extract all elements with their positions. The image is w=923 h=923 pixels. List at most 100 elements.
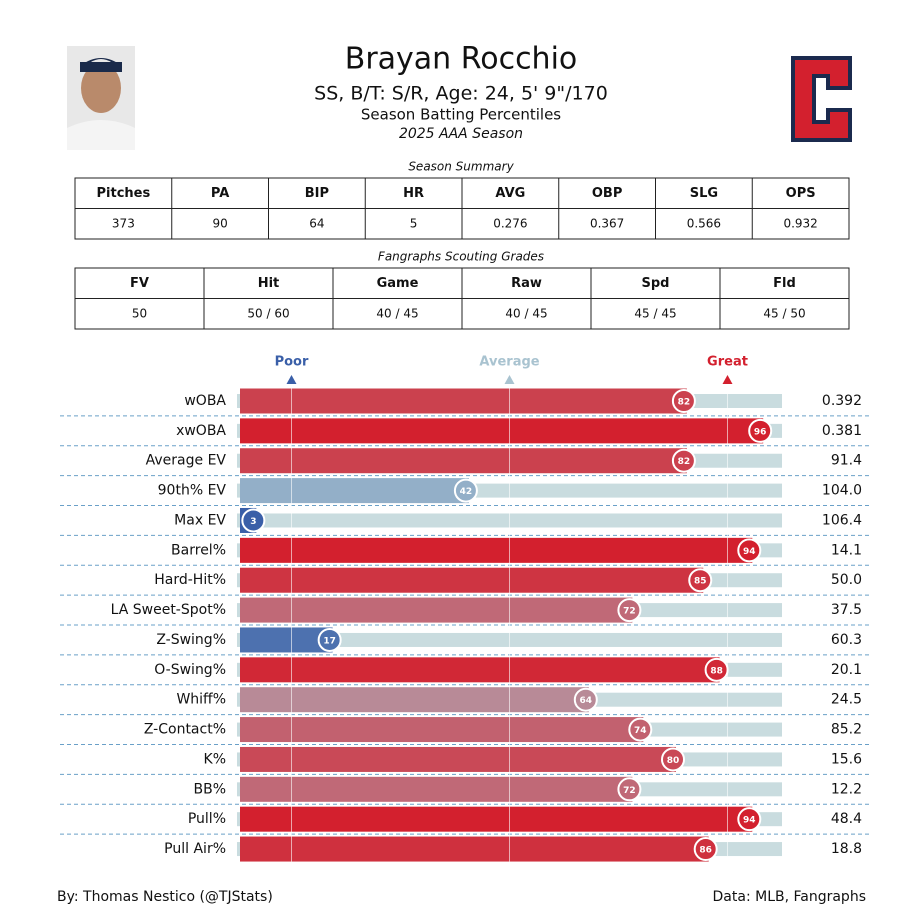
table-cell: 40 / 45 xyxy=(376,306,418,320)
percentile-label: 94 xyxy=(743,547,756,557)
bar xyxy=(240,448,687,474)
table-header: Fld xyxy=(773,276,796,291)
percentile-label: 72 xyxy=(623,786,636,796)
y-label: Whiff% xyxy=(176,692,226,708)
stat-value: 106.4 xyxy=(822,512,862,528)
stat-value: 48.4 xyxy=(831,811,862,827)
y-label: Z-Contact% xyxy=(144,722,226,738)
player-name: Brayan Rocchio xyxy=(345,42,578,77)
percentile-dot xyxy=(737,538,762,563)
table-cell: 45 / 45 xyxy=(634,306,676,320)
bar xyxy=(240,567,704,593)
table-cell: 0.932 xyxy=(783,216,817,230)
table-header: PA xyxy=(211,186,229,201)
percentile-dot xyxy=(737,807,762,832)
table-cell: 0.276 xyxy=(493,216,527,230)
percentile-label: 85 xyxy=(694,577,707,587)
percentile-dot xyxy=(628,717,653,742)
percentile-label: 3 xyxy=(250,517,256,527)
table-header: BIP xyxy=(305,186,329,201)
percentile-label: 96 xyxy=(754,427,767,437)
percentile-dot xyxy=(241,508,266,533)
percentile-label: 94 xyxy=(743,816,756,826)
stat-value: 14.1 xyxy=(831,542,862,558)
table-header: SLG xyxy=(690,186,718,201)
stat-value: 0.392 xyxy=(822,393,862,409)
marker-arrow xyxy=(722,375,733,384)
bar xyxy=(240,627,333,653)
bar xyxy=(240,388,687,414)
table-header: FV xyxy=(130,276,149,291)
table-cell: 90 xyxy=(212,216,227,230)
chart-title: Season Batting Percentiles xyxy=(361,106,561,124)
table-header: Pitches xyxy=(97,186,151,201)
bar xyxy=(240,537,753,563)
table-header: Raw xyxy=(511,276,542,291)
stat-value: 24.5 xyxy=(831,692,862,708)
y-label: xwOBA xyxy=(176,423,226,439)
percentile-label: 42 xyxy=(460,487,473,497)
bar xyxy=(240,418,764,444)
table-title: Fangraphs Scouting Grades xyxy=(378,250,544,264)
y-label: 90th% EV xyxy=(158,483,227,499)
bar xyxy=(240,776,633,802)
marker-label: Great xyxy=(707,355,748,370)
y-label: wOBA xyxy=(184,393,226,409)
table-header: Hit xyxy=(258,276,280,291)
bar xyxy=(240,687,589,713)
table-cell: 0.566 xyxy=(687,216,721,230)
bar xyxy=(240,746,676,772)
table-cell: 373 xyxy=(112,216,135,230)
y-label: Average EV xyxy=(146,453,227,469)
percentile-label: 64 xyxy=(580,696,593,706)
player-photo xyxy=(67,46,135,150)
stat-value: 50.0 xyxy=(831,572,862,588)
stat-value: 0.381 xyxy=(822,423,862,439)
bar xyxy=(240,657,720,683)
percentile-dot xyxy=(617,777,642,802)
table-cell: 40 / 45 xyxy=(505,306,547,320)
percentile-dot xyxy=(317,627,342,652)
y-label: O-Swing% xyxy=(154,662,226,678)
credit: By: Thomas Nestico (@TJStats) xyxy=(57,889,273,905)
table-cell: 0.367 xyxy=(590,216,624,230)
bar xyxy=(240,806,753,832)
percentile-dot xyxy=(573,687,598,712)
stat-value: 91.4 xyxy=(831,453,862,469)
percentile-dot xyxy=(671,389,696,413)
percentile-label: 82 xyxy=(678,457,691,467)
percentile-label: 74 xyxy=(634,726,647,736)
table-header: Spd xyxy=(642,276,670,291)
y-label: Max EV xyxy=(174,512,226,528)
stat-value: 37.5 xyxy=(831,602,862,618)
table-cell: 64 xyxy=(309,216,324,230)
team-logo xyxy=(791,56,852,142)
y-label: Barrel% xyxy=(171,542,226,558)
table-header: OBP xyxy=(592,186,623,201)
percentile-dot xyxy=(617,598,642,623)
stat-value: 15.6 xyxy=(831,751,862,767)
stat-value: 85.2 xyxy=(831,722,862,738)
percentile-label: 88 xyxy=(710,666,723,676)
percentile-dot xyxy=(688,568,713,593)
y-label: Z-Swing% xyxy=(156,632,226,648)
percentile-dot xyxy=(671,448,696,473)
stat-value: 12.2 xyxy=(831,781,862,797)
y-label: LA Sweet-Spot% xyxy=(111,602,226,618)
bar xyxy=(240,717,644,743)
table-cell: 5 xyxy=(410,216,418,230)
stat-value: 104.0 xyxy=(822,483,862,499)
source: Data: MLB, Fangraphs xyxy=(713,889,866,905)
percentile-dot xyxy=(661,747,685,772)
table-header: OPS xyxy=(786,186,816,201)
marker-label: Average xyxy=(479,355,539,370)
table-cell: 50 / 60 xyxy=(247,306,289,320)
season: 2025 AAA Season xyxy=(399,126,523,142)
percentile-dot xyxy=(748,418,773,443)
y-label: Pull% xyxy=(188,811,226,827)
bar xyxy=(240,836,709,862)
percentile-dot xyxy=(704,657,729,682)
table-cell: 45 / 50 xyxy=(763,306,805,320)
